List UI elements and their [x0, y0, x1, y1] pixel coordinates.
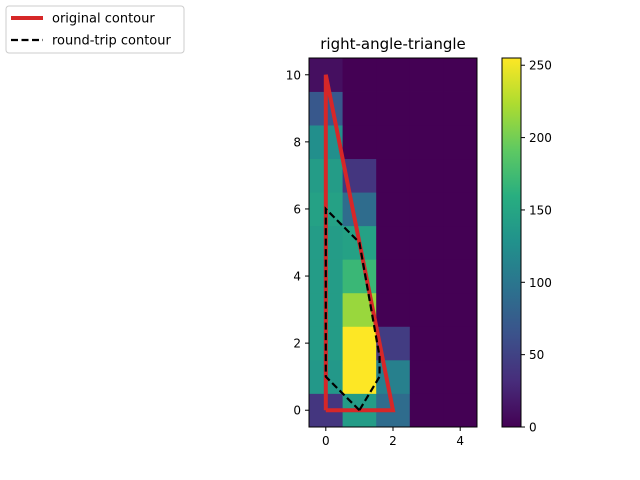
x-axis: 0 2 4: [322, 427, 464, 448]
heatmap-cell-r4-c1: [342, 259, 377, 294]
heatmap-cell-r5-c4: [443, 225, 477, 260]
heatmap-cell-r9-c2: [376, 91, 411, 126]
heatmap-cell-r9-c3: [409, 91, 444, 126]
legend-label-round-trip-contour: round-trip contour: [52, 34, 172, 49]
heatmap-cell-r9-c4: [443, 91, 477, 126]
heatmap-cell-r8-c4: [443, 125, 477, 160]
heatmap-cell-r8-c2: [376, 125, 411, 160]
heatmap-cell-r1-c3: [409, 359, 444, 394]
heatmap-cell-r8-c1: [342, 125, 377, 160]
heatmap-cell-r7-c4: [443, 158, 477, 193]
y-tick-label-0: 0: [293, 404, 301, 418]
y-tick-label-10: 10: [286, 68, 301, 82]
y-tick-label-4: 4: [293, 270, 301, 284]
colorbar-tick-label-200: 200: [529, 131, 552, 145]
x-tick-label-0: 0: [322, 434, 330, 448]
heatmap-cell-r8-c3: [409, 125, 444, 160]
heatmap-cell-r9-c1: [342, 91, 377, 126]
heatmap-cell-r0-c3: [409, 393, 444, 427]
plot-area: 0 2 4 0 2 4 6 8 10: [286, 57, 478, 448]
heatmap-cell-r2-c3: [409, 326, 444, 361]
heatmap-cell-r7-c2: [376, 158, 411, 193]
heatmap-cell-r6-c4: [443, 192, 477, 227]
heatmap-cell-r5-c3: [409, 225, 444, 260]
colorbar: 0 50 100 150 200 250: [501, 57, 552, 435]
heatmap-cell-r2-c4: [443, 326, 477, 361]
heatmap-cell-r6-c1: [342, 192, 377, 227]
heatmap-cell-r5-c2: [376, 225, 411, 260]
heatmap-cell-r1-c2: [376, 359, 411, 394]
heatmap-cell-r6-c3: [409, 192, 444, 227]
legend: original contour round-trip contour: [5, 5, 185, 54]
colorbar-tick-label-50: 50: [529, 348, 544, 362]
colorbar-tick-label-100: 100: [529, 276, 552, 290]
legend-frame: [5, 5, 185, 54]
heatmap-cell-r10-c4: [443, 58, 477, 92]
x-tick-label-2: 2: [389, 434, 397, 448]
y-tick-label-2: 2: [293, 337, 301, 351]
chart-title: right-angle-triangle: [320, 35, 466, 53]
y-axis: 0 2 4 6 8 10: [286, 68, 309, 418]
colorbar-tick-label-150: 150: [529, 203, 552, 217]
heatmap-cell-r3-c2: [376, 292, 411, 327]
heatmap-cell-r0-c4: [443, 393, 477, 427]
heatmap-cell-r6-c2: [376, 192, 411, 227]
y-tick-label-6: 6: [293, 202, 301, 216]
colorbar-tick-label-0: 0: [529, 421, 537, 435]
x-tick-label-4: 4: [456, 434, 464, 448]
heatmap-cell-r10-c2: [376, 58, 411, 92]
heatmap-cell-r1-c1: [342, 359, 377, 394]
heatmap-cell-r7-c3: [409, 158, 444, 193]
colorbar-gradient: [501, 57, 522, 428]
heatmap-cell-r10-c3: [409, 58, 444, 92]
colorbar-ticks: 0 50 100 150 200 250: [521, 59, 552, 435]
legend-label-original-contour: original contour: [52, 12, 155, 27]
heatmap-cell-r3-c4: [443, 292, 477, 327]
heatmap-cell-r10-c1: [342, 58, 377, 92]
heatmap-cell-r4-c4: [443, 259, 477, 294]
heatmap-cell-r4-c2: [376, 259, 411, 294]
heatmap-cell-r4-c3: [409, 259, 444, 294]
heatmap-cell-r3-c3: [409, 292, 444, 327]
heatmap-cell-r2-c1: [342, 326, 377, 361]
heatmap-cell-r1-c4: [443, 359, 477, 394]
contours: [323, 74, 396, 413]
series-round-trip-contour-line: [324, 206, 381, 412]
y-tick-label-8: 8: [293, 135, 301, 149]
colorbar-tick-label-250: 250: [529, 59, 552, 73]
